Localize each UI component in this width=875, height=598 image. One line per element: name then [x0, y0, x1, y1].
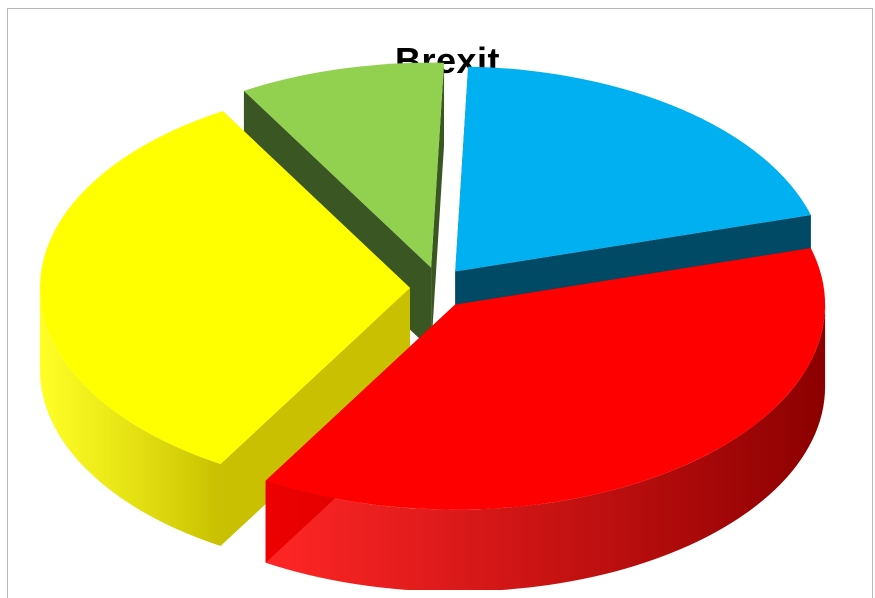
- pie-slice-1-outer-wall: [265, 304, 826, 590]
- pie-slice-0-top: [455, 66, 811, 272]
- pie-slice-2-outer-wall: [40, 287, 221, 547]
- pie-slice-3-cut-face-1: [431, 62, 445, 350]
- pie-slice-1-top: [265, 248, 826, 510]
- pie-slice-3-top: [243, 62, 445, 268]
- pie-slice-1: [265, 248, 826, 590]
- pie-slice-2-top: [40, 111, 411, 465]
